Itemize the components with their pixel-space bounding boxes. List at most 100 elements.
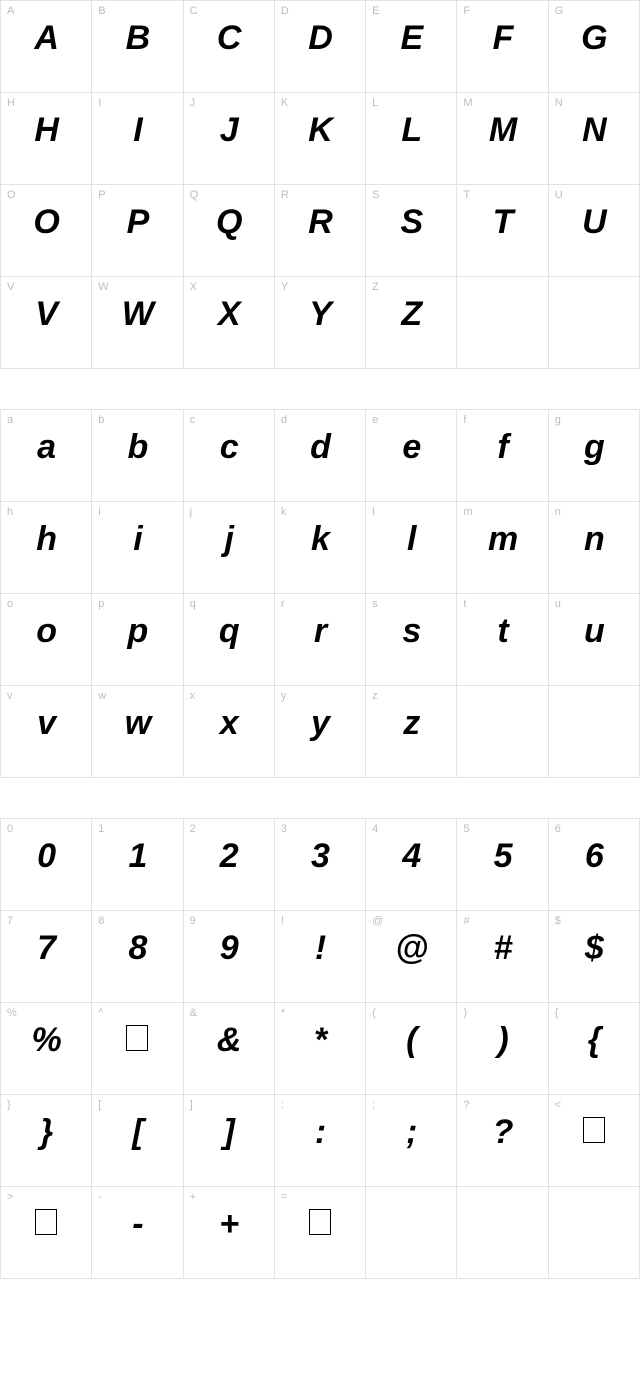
glyph-display: O [1, 203, 91, 242]
glyph-cell: ss [366, 594, 457, 686]
glyph-display: u [549, 612, 639, 651]
empty-cell [549, 1187, 640, 1279]
cell-label: ; [372, 1099, 375, 1111]
glyph-display: n [549, 520, 639, 559]
glyph-display: ( [366, 1021, 456, 1060]
glyph-display: D [275, 19, 365, 58]
cell-label: B [98, 5, 105, 17]
glyph-cell: HH [1, 93, 92, 185]
cell-label: ( [372, 1007, 376, 1019]
glyph-cell: JJ [184, 93, 275, 185]
cell-label: ? [463, 1099, 469, 1111]
cell-label: [ [98, 1099, 101, 1111]
cell-label: a [7, 414, 13, 426]
glyph-cell: -- [92, 1187, 183, 1279]
cell-label: f [463, 414, 466, 426]
cell-label: 6 [555, 823, 561, 835]
cell-label: u [555, 598, 561, 610]
glyph-cell: UU [549, 185, 640, 277]
cell-label: > [7, 1191, 13, 1203]
cell-label: j [190, 506, 192, 518]
glyph-cell: {{ [549, 1003, 640, 1095]
cell-label: : [281, 1099, 284, 1111]
glyph-cell: YY [275, 277, 366, 369]
cell-label: { [555, 1007, 559, 1019]
glyph-display: w [92, 704, 182, 743]
glyph-display: q [184, 612, 274, 651]
glyph-display: 9 [184, 929, 274, 968]
glyph-display: X [184, 295, 274, 334]
glyph-display: s [366, 612, 456, 651]
glyph-cell: zz [366, 686, 457, 778]
cell-label: o [7, 598, 13, 610]
glyph-cell: MM [457, 93, 548, 185]
glyph-cell: NN [549, 93, 640, 185]
glyph-display: C [184, 19, 274, 58]
cell-label: E [372, 5, 379, 17]
cell-label: 4 [372, 823, 378, 835]
missing-glyph-icon [35, 1209, 57, 1235]
glyph-cell: < [549, 1095, 640, 1187]
empty-cell [366, 1187, 457, 1279]
glyph-display: K [275, 111, 365, 150]
glyph-display: H [1, 111, 91, 150]
glyph-display: Z [366, 295, 456, 334]
cell-label: K [281, 97, 288, 109]
glyph-cell: ]] [184, 1095, 275, 1187]
glyph-display: U [549, 203, 639, 242]
cell-label: W [98, 281, 108, 293]
glyph-display: o [1, 612, 91, 651]
glyph-cell: ++ [184, 1187, 275, 1279]
glyph-cell: mm [457, 502, 548, 594]
glyph-cell: 55 [457, 819, 548, 911]
cell-label: S [372, 189, 379, 201]
glyph-cell: ff [457, 410, 548, 502]
cell-label: g [555, 414, 561, 426]
glyph-grid: aabbccddeeffgghhiijjkkllmmnnooppqqrrsstt… [0, 409, 640, 778]
cell-label: x [190, 690, 196, 702]
glyph-display: A [1, 19, 91, 58]
glyph-cell: ## [457, 911, 548, 1003]
glyph-cell: !! [275, 911, 366, 1003]
glyph-cell: RR [275, 185, 366, 277]
glyph-cell: ZZ [366, 277, 457, 369]
glyph-cell: nn [549, 502, 640, 594]
glyph-cell: ii [92, 502, 183, 594]
glyph-display: ? [457, 1113, 547, 1152]
cell-label: # [463, 915, 469, 927]
cell-label: P [98, 189, 105, 201]
missing-glyph-icon [126, 1025, 148, 1051]
glyph-cell: OO [1, 185, 92, 277]
cell-label: & [190, 1007, 197, 1019]
glyph-display: y [275, 704, 365, 743]
glyph-cell: yy [275, 686, 366, 778]
glyph-display: ] [184, 1113, 274, 1152]
glyph-cell: 99 [184, 911, 275, 1003]
glyph-cell: 11 [92, 819, 183, 911]
glyph-display: ! [275, 929, 365, 968]
glyph-display: + [184, 1205, 274, 1244]
glyph-display: [ [92, 1113, 182, 1152]
glyph-cell: rr [275, 594, 366, 686]
cell-label: H [7, 97, 15, 109]
glyph-display: R [275, 203, 365, 242]
glyph-display: 0 [1, 837, 91, 876]
missing-glyph-icon [309, 1209, 331, 1235]
glyph-cell: AA [1, 1, 92, 93]
glyph-cell: QQ [184, 185, 275, 277]
cell-label: V [7, 281, 14, 293]
glyph-grid: AABBCCDDEEFFGGHHIIJJKKLLMMNNOOPPQQRRSSTT… [0, 0, 640, 369]
cell-label: X [190, 281, 197, 293]
glyph-display: t [457, 612, 547, 651]
cell-label: h [7, 506, 13, 518]
glyph-display: m [457, 520, 547, 559]
glyph-cell: KK [275, 93, 366, 185]
cell-label: = [281, 1191, 287, 1203]
cell-label: ! [281, 915, 284, 927]
glyph-display: x [184, 704, 274, 743]
glyph-cell: SS [366, 185, 457, 277]
glyph-cell: EE [366, 1, 457, 93]
glyph-display: @ [366, 929, 456, 968]
cell-label: * [281, 1007, 285, 1019]
glyph-cell: CC [184, 1, 275, 93]
